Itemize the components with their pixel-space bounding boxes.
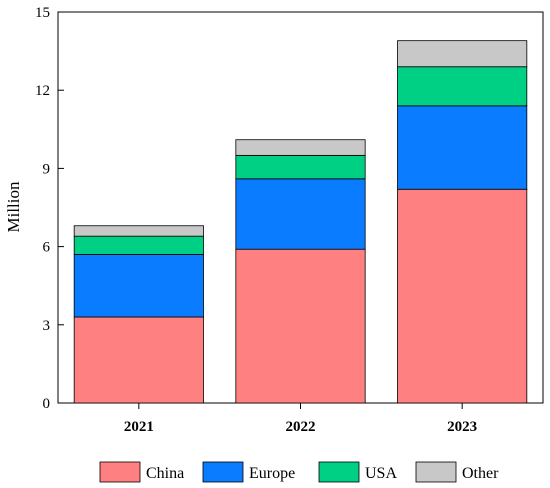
y-tick-label: 9	[43, 161, 51, 177]
x-tick-label: 2021	[124, 419, 154, 435]
legend-swatch-china	[99, 461, 141, 483]
legend-swatch-other	[415, 461, 457, 483]
y-tick-label: 15	[35, 5, 50, 21]
bar-segment-other-2021	[73, 225, 204, 237]
y-tick-label: 6	[43, 240, 51, 256]
x-tick-label: 2023	[447, 419, 477, 435]
legend-label-europe: Europe	[249, 465, 295, 482]
y-tick-label: 0	[43, 396, 51, 412]
bar-segment-usa-2021	[73, 235, 204, 255]
bar-segment-other-2022	[235, 139, 366, 156]
legend-swatch-europe	[202, 461, 244, 483]
bar-segment-usa-2023	[397, 66, 528, 107]
bar-segment-other-2023	[397, 40, 528, 68]
y-tick-label: 3	[43, 318, 51, 334]
x-tick-label: 2022	[286, 419, 316, 435]
legend-label-other: Other	[462, 465, 499, 482]
bar-segment-china-2022	[235, 248, 366, 404]
x-axis: 2021 2022 2023	[124, 403, 477, 435]
y-axis-title: Million	[4, 181, 23, 233]
bar-segment-china-2021	[73, 316, 204, 404]
bar-segment-china-2023	[397, 188, 528, 404]
bar-segment-europe-2021	[73, 254, 204, 318]
bars-layer	[73, 40, 528, 404]
y-tick-label: 12	[35, 83, 50, 99]
bar-segment-europe-2022	[235, 178, 366, 250]
legend-label-usa: USA	[365, 465, 397, 482]
legend-swatch-usa	[318, 461, 360, 483]
legend: China Europe USA Other	[99, 461, 499, 483]
y-axis: 0 3 6 9 12 15	[35, 5, 64, 412]
legend-label-china: China	[146, 465, 184, 482]
bar-segment-europe-2023	[397, 105, 528, 190]
bar-segment-usa-2022	[235, 154, 366, 180]
